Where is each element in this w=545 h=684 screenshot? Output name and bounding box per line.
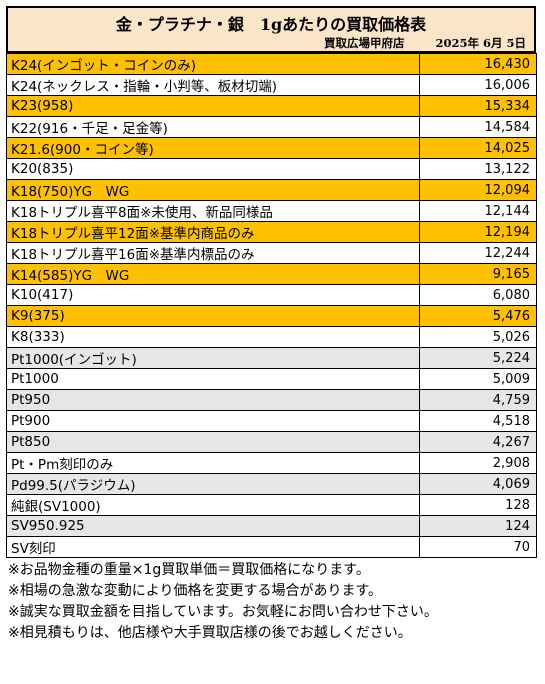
metal-name: K20(835) bbox=[6, 158, 420, 180]
sheet-title: 金・プラチナ・銀 1gあたりの買取価格表 bbox=[115, 15, 427, 34]
metal-name: 純銀(SV1000) bbox=[6, 494, 420, 516]
price-per-gram: 5,026 bbox=[419, 326, 537, 348]
metal-name: Pd99.5(パラジウム) bbox=[6, 473, 420, 495]
table-row: K14(585)YG WG 9,165 bbox=[6, 263, 537, 285]
price-per-gram: 12,094 bbox=[419, 179, 537, 201]
price-per-gram: 5,009 bbox=[419, 368, 537, 390]
table-row: Pt900 4,518 bbox=[6, 410, 537, 432]
table-row: Pt850 4,267 bbox=[6, 431, 537, 453]
metal-name: SV950.925 bbox=[6, 515, 420, 537]
price-per-gram: 5,476 bbox=[419, 305, 537, 327]
metal-name: K14(585)YG WG bbox=[6, 263, 420, 285]
price-per-gram: 6,080 bbox=[419, 284, 537, 306]
metal-name: K18(750)YG WG bbox=[6, 179, 420, 201]
price-per-gram: 12,194 bbox=[419, 221, 537, 243]
table-row: SV刻印 70 bbox=[6, 536, 537, 558]
metal-name: Pt・Pm刻印のみ bbox=[6, 452, 420, 474]
metal-name: K24(ネックレス・指輪・小判等、板材切端) bbox=[6, 74, 420, 96]
price-per-gram: 15,334 bbox=[419, 95, 537, 117]
price-per-gram: 124 bbox=[419, 515, 537, 537]
table-row: K18トリプル喜平8面※未使用、新品同様品 12,144 bbox=[6, 200, 537, 222]
price-per-gram: 14,025 bbox=[419, 137, 537, 159]
metal-name: K9(375) bbox=[6, 305, 420, 327]
table-row: SV950.925 124 bbox=[6, 515, 537, 537]
price-per-gram: 16,430 bbox=[419, 53, 537, 75]
table-row: K20(835) 13,122 bbox=[6, 158, 537, 180]
table-row: Pt・Pm刻印のみ 2,908 bbox=[6, 452, 537, 474]
metal-name: K18トリプル喜平8面※未使用、新品同様品 bbox=[6, 200, 420, 222]
metal-name: K22(916・千足・足金等) bbox=[6, 116, 420, 138]
metal-name: K21.6(900・コイン等) bbox=[6, 137, 420, 159]
metal-name: K23(958) bbox=[6, 95, 420, 117]
metal-name: K10(417) bbox=[6, 284, 420, 306]
table-row: K23(958) 15,334 bbox=[6, 95, 537, 117]
metal-name: K24(インゴット・コインのみ) bbox=[6, 53, 420, 75]
metal-name: Pt950 bbox=[6, 389, 420, 411]
price-per-gram: 14,584 bbox=[419, 116, 537, 138]
table-row: K8(333) 5,026 bbox=[6, 326, 537, 348]
metal-name: Pt1000 bbox=[6, 368, 420, 390]
price-per-gram: 16,006 bbox=[419, 74, 537, 96]
table-row: K21.6(900・コイン等) 14,025 bbox=[6, 137, 537, 159]
table-row: K9(375) 5,476 bbox=[6, 305, 537, 327]
table-row: K18トリプル喜平16面※基準内標品のみ 12,244 bbox=[6, 242, 537, 264]
metal-name: SV刻印 bbox=[6, 536, 420, 558]
price-per-gram: 9,165 bbox=[419, 263, 537, 285]
note-line: ※お品物金種の重量×1g買取単価＝買取価格になります。 bbox=[8, 562, 370, 578]
price-per-gram: 4,518 bbox=[419, 410, 537, 432]
metal-name: Pt850 bbox=[6, 431, 420, 453]
metal-name: Pt900 bbox=[6, 410, 420, 432]
price-per-gram: 4,267 bbox=[419, 431, 537, 453]
table-row: K10(417) 6,080 bbox=[6, 284, 537, 306]
table-row: K18トリプル喜平12面※基準内商品のみ 12,194 bbox=[6, 221, 537, 243]
notes: ※お品物金種の重量×1g買取単価＝買取価格になります。 ※相場の急激な変動により価… bbox=[6, 560, 536, 644]
table-row: K24(インゴット・コインのみ) 16,430 bbox=[6, 53, 537, 75]
metal-name: K8(333) bbox=[6, 326, 420, 348]
price-per-gram: 70 bbox=[419, 536, 537, 558]
metal-name: K18トリプル喜平16面※基準内標品のみ bbox=[6, 242, 420, 264]
metal-name: K18トリプル喜平12面※基準内商品のみ bbox=[6, 221, 420, 243]
note-line: ※誠実な買取金額を目指しています。お気軽にお問い合わせ下さい。 bbox=[8, 604, 438, 620]
table-row: K22(916・千足・足金等) 14,584 bbox=[6, 116, 537, 138]
sheet-header: 金・プラチナ・銀 1gあたりの買取価格表 買取広場甲府店 2025年 6月 5日 bbox=[6, 6, 536, 53]
table-row: K18(750)YG WG 12,094 bbox=[6, 179, 537, 201]
metal-name: Pt1000(インゴット) bbox=[6, 347, 420, 369]
table-row: Pt1000(インゴット) 5,224 bbox=[6, 347, 537, 369]
table-row: Pt1000 5,009 bbox=[6, 368, 537, 390]
price-table: K24(インゴット・コインのみ) 16,430 K24(ネックレス・指輪・小判等、板… bbox=[6, 53, 537, 558]
store-name: 買取広場甲府店 bbox=[324, 36, 405, 50]
price-per-gram: 12,144 bbox=[419, 200, 537, 222]
price-per-gram: 4,069 bbox=[419, 473, 537, 495]
price-per-gram: 2,908 bbox=[419, 452, 537, 474]
table-row: K24(ネックレス・指輪・小判等、板材切端) 16,006 bbox=[6, 74, 537, 96]
table-row: 純銀(SV1000) 128 bbox=[6, 494, 537, 516]
table-row: Pd99.5(パラジウム) 4,069 bbox=[6, 473, 537, 495]
price-per-gram: 4,759 bbox=[419, 389, 537, 411]
price-date: 2025年 6月 5日 bbox=[435, 36, 526, 50]
price-per-gram: 128 bbox=[419, 494, 537, 516]
price-sheet: 金・プラチナ・銀 1gあたりの買取価格表 買取広場甲府店 2025年 6月 5日… bbox=[6, 6, 537, 644]
price-per-gram: 12,244 bbox=[419, 242, 537, 264]
note-line: ※相見積もりは、他店様や大手買取店様の後でお越しください。 bbox=[8, 625, 412, 641]
table-row: Pt950 4,759 bbox=[6, 389, 537, 411]
note-line: ※相場の急激な変動により価格を変更する場合があります。 bbox=[8, 583, 383, 599]
price-per-gram: 13,122 bbox=[419, 158, 537, 180]
price-per-gram: 5,224 bbox=[419, 347, 537, 369]
